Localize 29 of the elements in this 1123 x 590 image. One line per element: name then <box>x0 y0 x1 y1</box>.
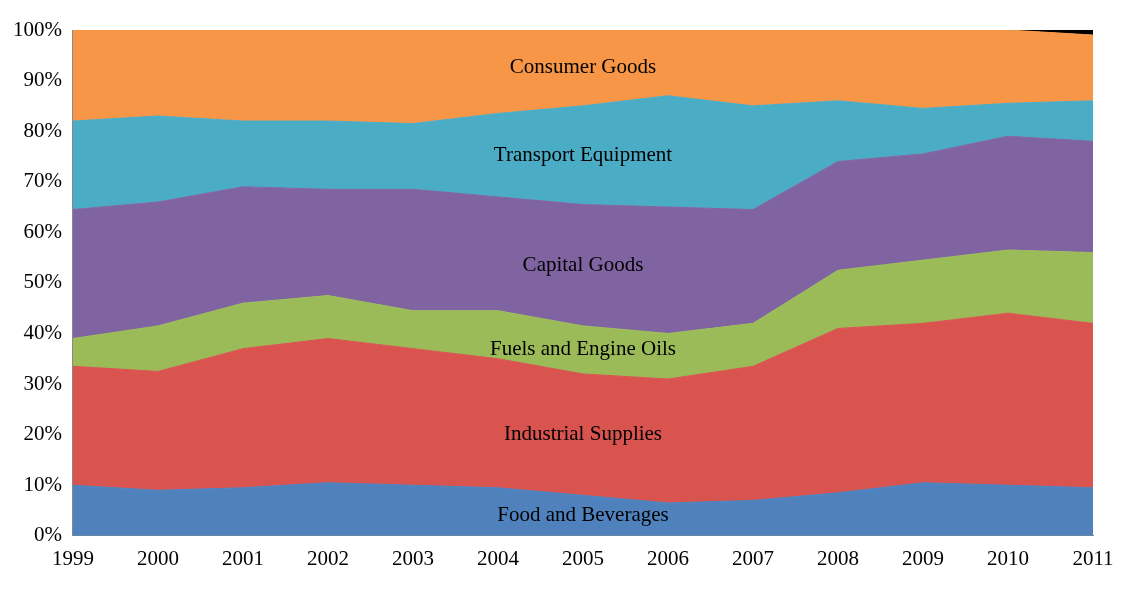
y-tick-label: 20% <box>23 421 62 446</box>
series-label: Capital Goods <box>522 251 644 276</box>
x-tick-label: 2011 <box>1072 545 1114 570</box>
y-tick-label: 80% <box>23 117 62 142</box>
y-tick-label: 90% <box>23 67 62 92</box>
x-tick-label: 2010 <box>987 545 1029 570</box>
y-tick-label: 30% <box>23 370 62 395</box>
y-tick-label: 60% <box>23 218 62 243</box>
x-tick-label: 2007 <box>732 545 774 570</box>
x-tick-label: 2008 <box>817 545 859 570</box>
y-tick-label: 70% <box>23 168 62 193</box>
y-tick-label: 10% <box>23 471 62 496</box>
series-label: Fuels and Engine Oils <box>489 336 677 361</box>
y-tick-label: 0% <box>33 522 62 547</box>
x-tick-label: 2004 <box>477 545 520 570</box>
y-tick-label: 100% <box>12 16 62 41</box>
x-tick-label: 2009 <box>902 545 944 570</box>
series-label: Industrial Supplies <box>503 421 663 446</box>
y-tick-label: 50% <box>23 269 62 294</box>
x-tick-label: 2003 <box>392 545 434 570</box>
x-tick-label: 1999 <box>51 545 94 570</box>
x-tick-label: 2000 <box>136 545 179 570</box>
x-tick-label: 2001 <box>221 545 264 570</box>
y-tick-label: 40% <box>23 320 62 344</box>
x-tick-label: 2006 <box>647 545 689 570</box>
series-label: Food and Beverages <box>497 502 669 527</box>
x-tick-label: 2005 <box>562 545 604 570</box>
series-label: Transport Equipment <box>493 141 673 166</box>
x-tick-label: 2002 <box>306 545 349 570</box>
